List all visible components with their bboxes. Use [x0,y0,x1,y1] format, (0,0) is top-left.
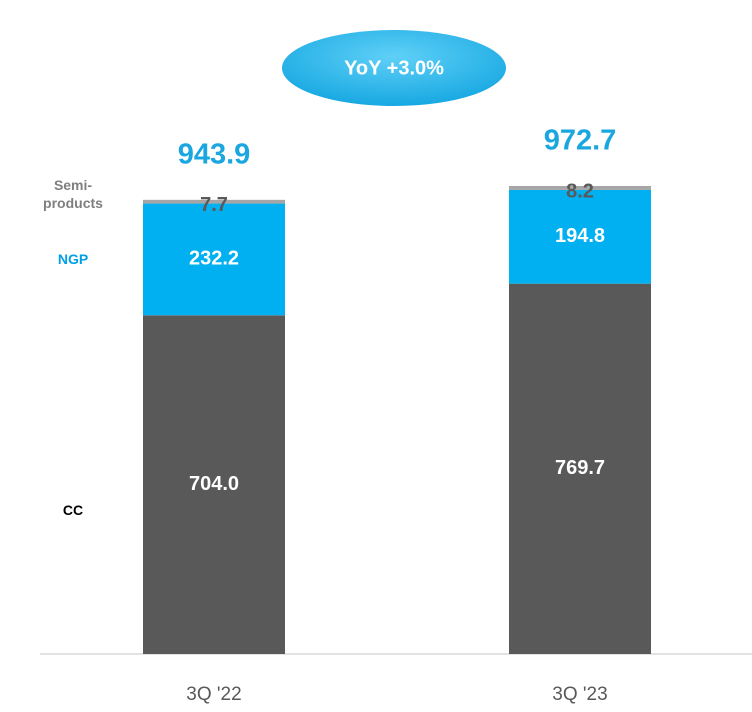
total-label: 972.7 [544,125,617,157]
value-label: 704.0 [189,473,239,495]
value-label: 232.2 [189,248,239,270]
bar-segment [509,283,651,654]
series-name: CC [62,501,84,518]
x-tick-label: 3Q '22 [186,684,241,705]
series-name: Semi-products [43,176,103,211]
bar-segment [143,203,285,316]
total-label: 943.9 [178,139,251,171]
x-tick-label: 3Q '23 [552,684,607,705]
series-name: NGP [57,251,89,268]
value-label: 194.8 [555,225,605,247]
value-label: 7.7 [200,194,228,216]
value-label: 769.7 [555,457,605,479]
annotation-bubble [282,30,506,106]
bar-segment [143,315,285,654]
annotation: YoY +3.0% [344,57,444,79]
bar-segment [509,189,651,284]
bar-segment [143,199,285,204]
value-label: 8.2 [566,180,594,202]
bar-segment [509,186,651,190]
